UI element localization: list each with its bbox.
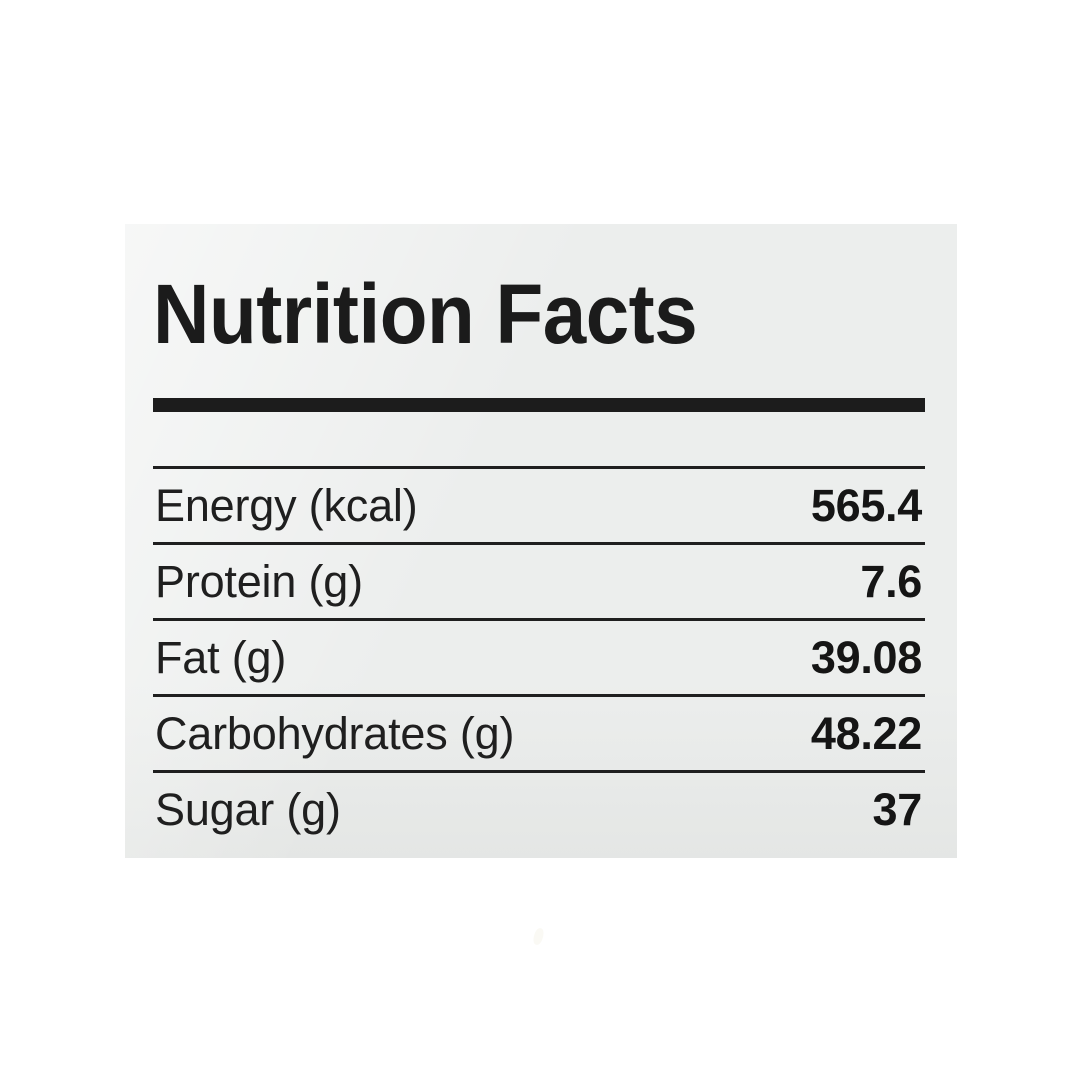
nutrient-label: Carbohydrates (g) [155,708,515,759]
nutrient-label: Protein (g) [155,556,363,607]
nutrient-value: 565.4 [810,480,922,531]
nutrient-value: 39.08 [810,632,922,683]
nutrient-value: 37 [872,784,923,835]
nutrient-value: 7.6 [860,556,922,607]
nutrition-facts-content: Nutrition Facts Energy (kcal) 565.4 Prot… [153,224,925,858]
nutrient-label: Energy (kcal) [155,480,418,531]
page-title: Nutrition Facts [153,267,698,361]
table-row: Energy (kcal) 565.4 [153,466,925,542]
table-row: Sugar (g) 37 [153,770,925,845]
title-divider-thick [153,398,925,412]
nutrition-table: Energy (kcal) 565.4 Protein (g) 7.6 Fat … [153,466,925,845]
nutrient-value: 48.22 [810,708,922,759]
nutrient-label: Sugar (g) [155,784,341,835]
table-row: Fat (g) 39.08 [153,618,925,694]
nutrition-facts-card: Nutrition Facts Energy (kcal) 565.4 Prot… [125,224,957,858]
page-speck [532,927,545,946]
table-row: Protein (g) 7.6 [153,542,925,618]
nutrient-label: Fat (g) [155,632,287,683]
table-row: Carbohydrates (g) 48.22 [153,694,925,770]
